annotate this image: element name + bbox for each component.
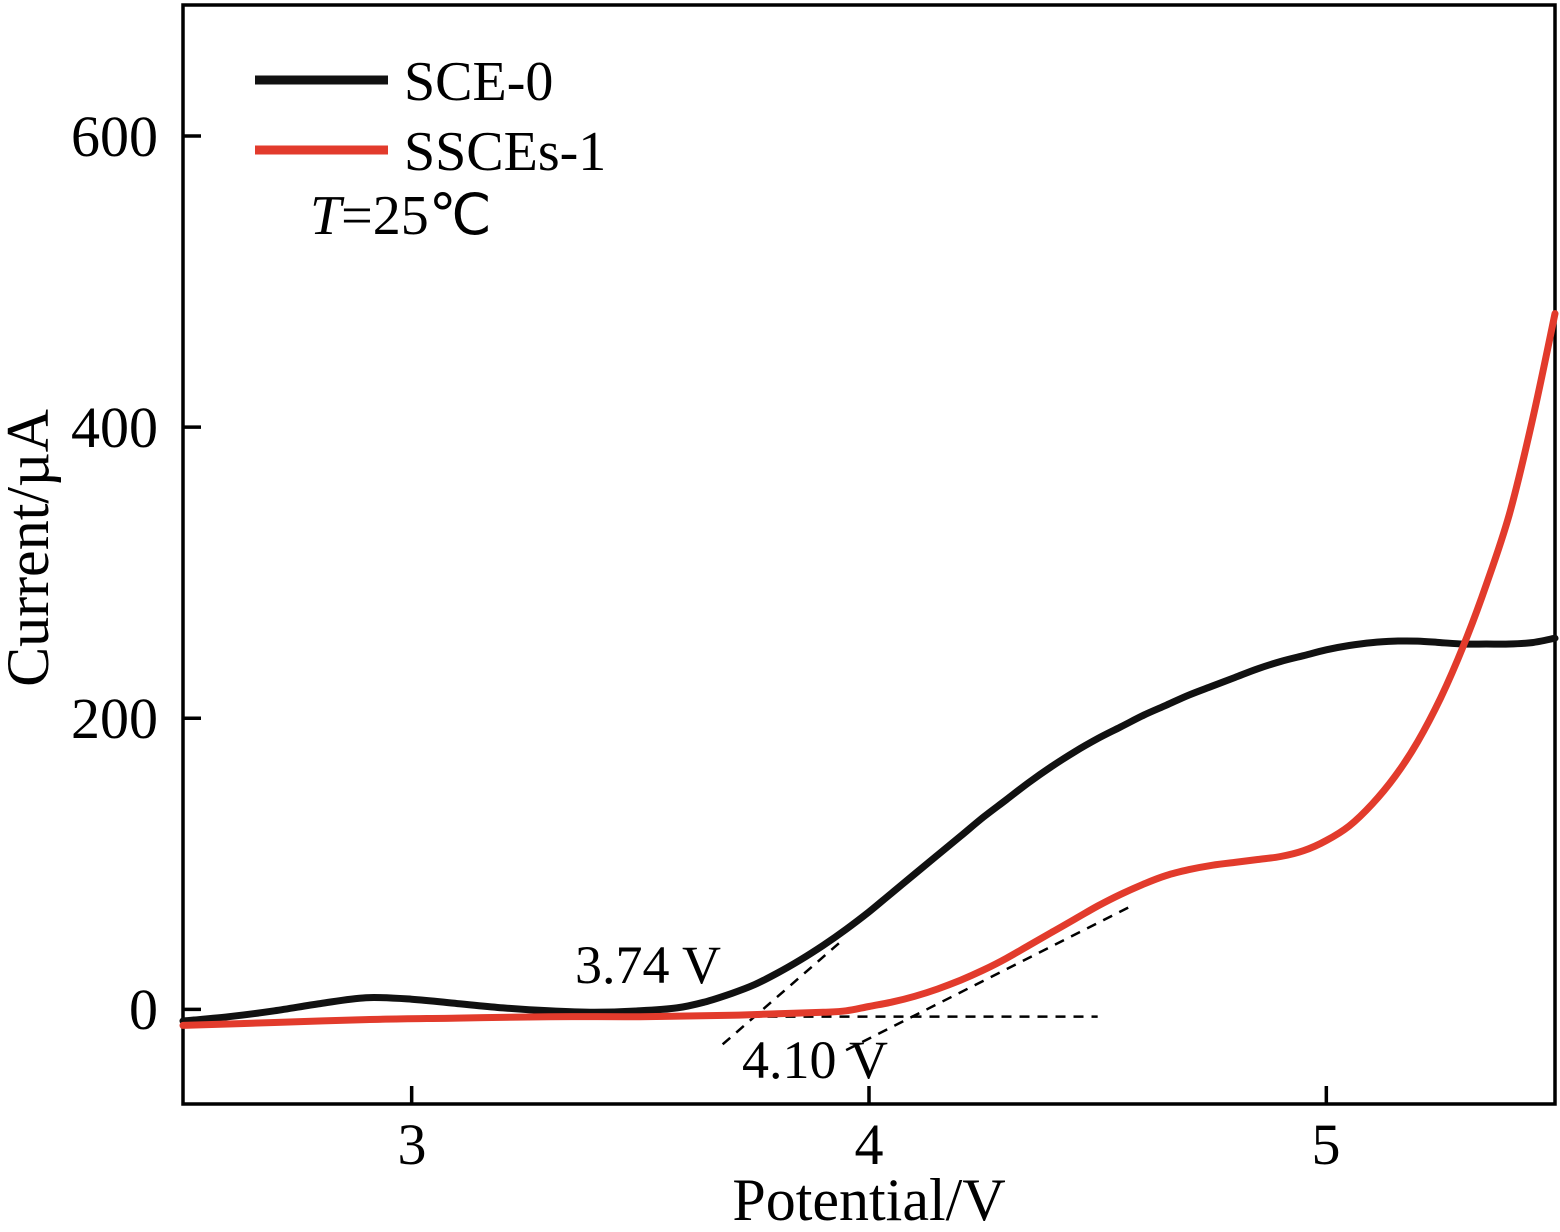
temperature-label-rest: =25℃ (341, 185, 491, 247)
plot-layer (179, 134, 1559, 1104)
y-tick-label-600: 600 (71, 104, 158, 169)
series-curve-ssces-1 (179, 310, 1559, 1029)
y-tick-label-0: 0 (129, 977, 158, 1042)
legend-label-sce0: SCE-0 (404, 51, 553, 113)
x-tick-label-4: 4 (855, 1112, 884, 1177)
y-tick-label-200: 200 (71, 686, 158, 751)
series-curve-sce-0 (179, 634, 1559, 1025)
temperature-label: T=25℃ (310, 185, 492, 247)
y-tick-label-400: 400 (71, 395, 158, 460)
y-axis-label: Current/µA (0, 409, 61, 687)
x-axis-label: Potential/V (732, 1167, 1005, 1232)
guide-tangent-ssces1-dashed (845, 903, 1135, 1052)
temperature-label-var: T (310, 185, 345, 247)
guide-tangent-sce0-dashed (721, 940, 843, 1046)
annotation-onset-ssces1: 4.10 V (742, 1030, 888, 1090)
legend-label-ssces1: SSCEs-1 (404, 121, 606, 183)
x-tick-label-5: 5 (1312, 1112, 1341, 1177)
annotation-onset-sce0: 3.74 V (575, 935, 721, 995)
x-tick-label-3: 3 (398, 1112, 427, 1177)
plot-frame (181, 3, 1557, 1106)
